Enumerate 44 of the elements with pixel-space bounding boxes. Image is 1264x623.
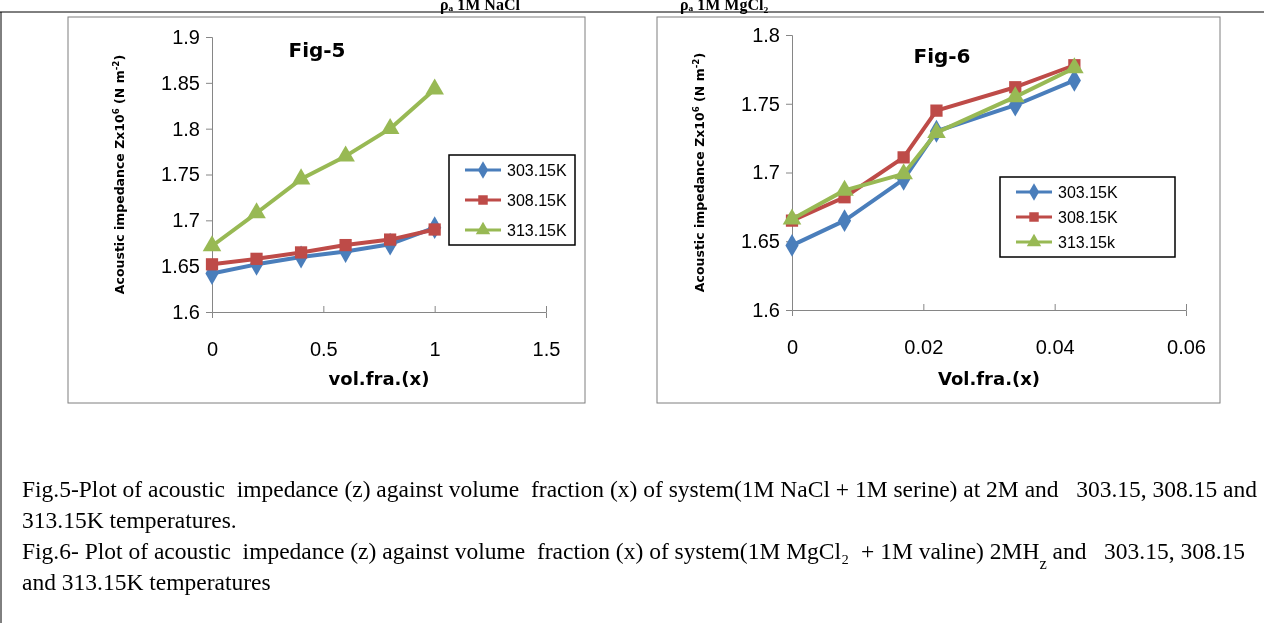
point xyxy=(291,168,311,185)
point xyxy=(247,202,266,219)
legend-label: 313.15k xyxy=(1058,234,1116,251)
x-tick-label: 0.02 xyxy=(904,336,944,359)
y-tick-label: 1.7 xyxy=(752,161,780,184)
point xyxy=(250,252,263,265)
x-axis-title: vol.fra.(x) xyxy=(328,368,430,389)
text: Fig.6- Plot of acoustic impedance (z) against volume fraction (x) of system(1M MgCl₂ + 1M valine) 2MH$_{z}$ and 303.15, 308.15 and 313.15K temperatures xyxy=(22,538,1246,595)
x-tick-label: 0.06 xyxy=(1167,336,1206,359)
point xyxy=(339,238,352,252)
y-tick-label: 1.7 xyxy=(172,209,200,232)
text: Fig-6 xyxy=(913,44,971,68)
y-tick-label: 1.6 xyxy=(752,298,780,321)
point xyxy=(897,151,910,164)
y-tick-label: 1.65 xyxy=(161,255,200,278)
legend-label: 313.15K xyxy=(507,222,567,239)
point xyxy=(294,246,308,259)
caption: Fig.5-Plot of acoustic impedance (z) against volume fraction (x) of system(1M NaCl + 1M serine) at 2M and 303.15, 308.15 and 313.15K temperatures. xyxy=(22,476,1258,533)
y-tick-label: 1.65 xyxy=(741,230,780,253)
point xyxy=(930,104,943,117)
x-tick-label: 0 xyxy=(786,336,799,359)
chart-title: Fig-5 xyxy=(288,38,346,62)
x-tick-label: 1.5 xyxy=(532,338,561,361)
point xyxy=(384,233,397,246)
x-tick-label: 0 xyxy=(206,338,219,361)
x-tick-label: 0.5 xyxy=(309,338,338,361)
legend-label: 308.15K xyxy=(507,192,567,209)
point xyxy=(336,145,355,162)
point xyxy=(205,258,219,271)
legend-label: 308.15K xyxy=(1058,209,1118,226)
y-tick-label: 1.8 xyxy=(752,23,780,46)
y-tick-label: 1.85 xyxy=(161,71,200,94)
y-tick-label: 1.9 xyxy=(172,25,200,48)
legend-label: 303.15K xyxy=(1058,184,1118,201)
point xyxy=(380,117,400,135)
x-tick-label: 1 xyxy=(429,338,441,361)
legend-label: 303.15K xyxy=(507,162,567,179)
point xyxy=(425,78,444,95)
y-tick-label: 1.75 xyxy=(741,92,780,115)
x-axis-title: Vol.fra.(x) xyxy=(937,368,1041,389)
x-tick-label: 0.04 xyxy=(1035,336,1075,359)
y-tick-label: 1.6 xyxy=(172,300,200,323)
y-tick-label: 1.8 xyxy=(172,117,200,140)
y-tick-label: 1.75 xyxy=(161,163,200,186)
